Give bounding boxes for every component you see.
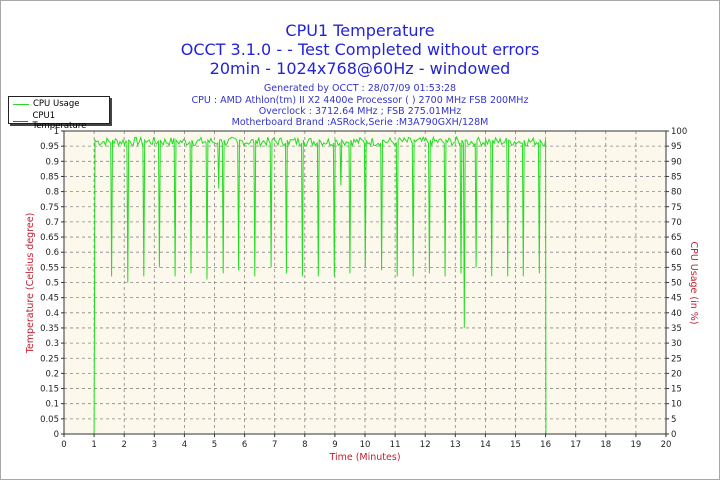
y2-tick-label: 90: [671, 157, 682, 167]
x-tick-label: 18: [600, 440, 611, 450]
y-tick-label: 0.35: [40, 324, 59, 334]
y-tick-label: 0.85: [40, 172, 59, 182]
y-tick-label: 0.7: [45, 218, 59, 228]
y-tick-label: 0.5: [45, 279, 59, 289]
cpu-info: CPU : AMD Athlon(tm) II X2 4400e Process…: [191, 95, 529, 106]
chart-title: CPU1 Temperature: [285, 21, 435, 40]
x-tick-label: 9: [332, 440, 337, 450]
y-tick-label: 0.95: [40, 142, 59, 152]
legend-label: CPU Usage: [33, 99, 80, 109]
x-tick-label: 7: [272, 440, 277, 450]
x-tick-label: 12: [420, 440, 431, 450]
y-tick-label: 0.9: [45, 157, 59, 167]
legend-item-cpu-usage: CPU Usage: [13, 99, 79, 109]
y2-tick-label: 10: [671, 400, 682, 410]
overclock-info: Overclock : 3712.64 MHz ; FSB 275.01MHz: [258, 106, 462, 117]
x-tick-label: 5: [212, 440, 217, 450]
x-tick-label: 0: [61, 440, 66, 450]
x-tick-label: 1: [91, 440, 96, 450]
y-tick-label: 0.8: [45, 188, 59, 198]
y2-tick-label: 45: [671, 294, 682, 304]
legend-label: CPU1 Temperature: [32, 111, 87, 131]
x-tick-label: 4: [182, 440, 187, 450]
x-tick-label: 20: [661, 440, 672, 450]
y2-tick-label: 60: [671, 248, 682, 258]
y-tick-label: 0.1: [45, 400, 59, 410]
x-tick-label: 19: [630, 440, 641, 450]
y-tick-label: 0.25: [40, 354, 59, 364]
y2-tick-label: 50: [671, 279, 682, 289]
x-axis-label: Time (Minutes): [328, 452, 400, 463]
y-tick-label: 0.75: [40, 203, 59, 213]
y-tick-label: 0.6: [45, 248, 59, 258]
x-tick-label: 16: [540, 440, 551, 450]
y2-tick-label: 95: [671, 142, 682, 152]
y-tick-label: 0.65: [40, 233, 59, 243]
y-tick-label: 0.3: [45, 339, 59, 349]
x-tick-label: 17: [570, 440, 581, 450]
y2-tick-label: 20: [671, 369, 682, 379]
x-tick-label: 13: [450, 440, 461, 450]
y2-tick-label: 35: [671, 324, 682, 334]
y-tick-label: 0.55: [40, 263, 59, 273]
cpu-usage-line: [64, 135, 547, 435]
legend-swatch-cpu-usage: [13, 103, 29, 105]
x-tick-label: 3: [152, 440, 157, 450]
y-tick-label: 0.15: [40, 385, 59, 395]
y-tick-label: 0.2: [45, 369, 59, 379]
y2-tick-label: 65: [671, 233, 682, 243]
y2-tick-label: 40: [671, 309, 682, 319]
x-tick-label: 6: [242, 440, 247, 450]
legend-item-cpu1-temperature: CPU1 Temperature: [13, 111, 109, 131]
y-tick-label: 0.4: [45, 309, 59, 319]
y2-tick-label: 15: [671, 385, 682, 395]
generated-info: Generated by OCCT : 28/07/09 01:53:28: [263, 83, 457, 94]
y2-tick-label: 75: [671, 203, 682, 213]
x-tick-label: 11: [390, 440, 401, 450]
y2-tick-label: 0: [671, 430, 676, 440]
motherboard-info: Motherboard Brand :ASRock,Serie :M3A790G…: [231, 117, 489, 128]
y2-tick-label: 25: [671, 354, 682, 364]
x-tick-label: 2: [121, 440, 126, 450]
y2-tick-label: 70: [671, 218, 682, 228]
legend-swatch-cpu1-temperature: [13, 120, 29, 122]
x-tick-label: 8: [302, 440, 307, 450]
y-tick-label: 1: [54, 127, 59, 137]
y2-tick-label: 30: [671, 339, 682, 349]
y2-tick-label: 85: [671, 172, 682, 182]
legend: CPU Usage CPU1 Temperature: [8, 96, 110, 131]
y2-axis-label: CPU Usage (in %): [688, 241, 699, 324]
y2-tick-label: 55: [671, 263, 682, 273]
y-tick-label: 0.05: [40, 415, 59, 425]
x-tick-label: 10: [360, 440, 371, 450]
y2-tick-label: 100: [671, 127, 687, 137]
y2-tick-label: 5: [671, 415, 676, 425]
x-tick-label: 14: [480, 440, 491, 450]
y-axis-label: Temperature (Celsius degree): [25, 213, 36, 355]
y-tick-label: 0.45: [40, 294, 59, 304]
y-tick-label: 0: [54, 430, 59, 440]
chart-subtitle-test: OCCT 3.1.0 - - Test Completed without er…: [180, 40, 540, 59]
y2-tick-label: 80: [671, 188, 682, 198]
x-tick-label: 15: [510, 440, 521, 450]
chart-subtitle-mode: 20min - 1024x768@60Hz - windowed: [209, 59, 511, 78]
